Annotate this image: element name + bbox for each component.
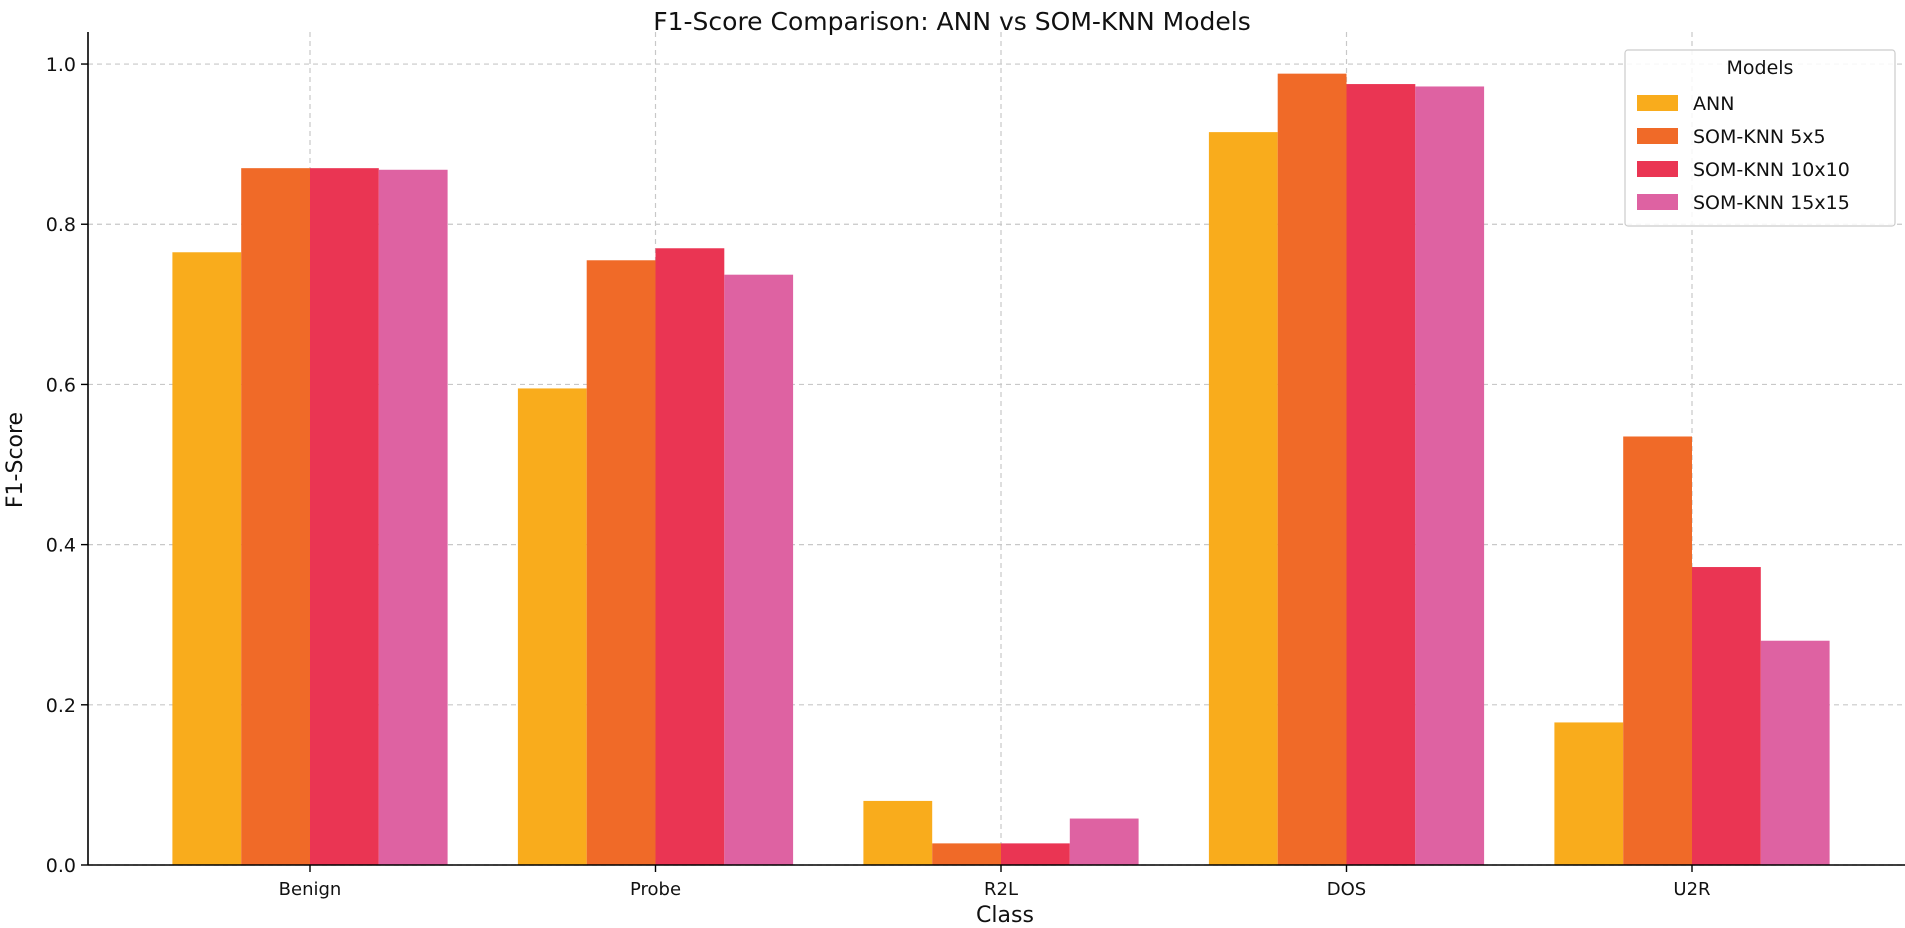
y-tick-label: 0.8 [46, 214, 76, 236]
x-tick-label-probe: Probe [630, 879, 681, 900]
bar-ann-dos [1208, 132, 1278, 866]
chart-title: F1-Score Comparison: ANN vs SOM-KNN Mode… [653, 7, 1251, 36]
x-tick-label-u2r: U2R [1673, 879, 1710, 900]
y-tick-label: 0.4 [46, 535, 76, 557]
legend-frame [1624, 49, 1896, 227]
legend-label: SOM-KNN 5x5 [1693, 126, 1826, 148]
bar-series [172, 73, 1830, 866]
legend: Models ANN SOM-KNN 5x5 SOM-KNN 10x10 SOM-KNN… [1624, 49, 1896, 227]
legend-swatch [1637, 95, 1678, 111]
bar-som-knn-10x10-probe [655, 248, 725, 865]
bar-som-knn-5x5-dos [1277, 73, 1347, 865]
bar-som-knn-5x5-u2r [1623, 436, 1692, 865]
legend-label: ANN [1693, 93, 1734, 115]
bar-som-knn-15x15-r2l [1069, 818, 1139, 865]
bar-som-knn-10x10-r2l [1001, 843, 1070, 865]
legend-title: Models [1727, 57, 1794, 79]
x-tick-label-dos: DOS [1327, 879, 1366, 900]
legend-swatch [1637, 161, 1678, 177]
bar-som-knn-15x15-benign [378, 169, 448, 865]
axes [87, 32, 1905, 866]
bar-som-knn-10x10-dos [1346, 84, 1416, 865]
bar-som-knn-15x15-dos [1415, 86, 1485, 865]
bar-ann-r2l [863, 800, 933, 865]
bar-som-knn-15x15-u2r [1760, 640, 1830, 865]
x-tick-label-benign: Benign [279, 879, 342, 900]
bar-som-knn-15x15-probe [724, 274, 794, 865]
y-tick-label: 1.0 [46, 54, 76, 76]
legend-swatch [1637, 128, 1678, 144]
legend-label: SOM-KNN 15x15 [1693, 192, 1850, 214]
x-ticks: Benign Probe R2L DOS U2R [279, 865, 1711, 900]
bar-som-knn-10x10-benign [310, 168, 379, 866]
x-axis-label: Class [976, 903, 1034, 928]
bar-som-knn-10x10-u2r [1692, 567, 1761, 865]
y-tick-label: 0.0 [46, 855, 76, 877]
bar-ann-u2r [1554, 722, 1624, 865]
bar-som-knn-5x5-probe [586, 260, 656, 865]
legend-swatch [1637, 194, 1678, 210]
legend-label: SOM-KNN 10x10 [1693, 159, 1850, 181]
bar-som-knn-5x5-benign [241, 168, 310, 866]
y-ticks: 0.0 0.2 0.4 0.6 0.8 1.0 [46, 54, 88, 877]
bar-som-knn-5x5-r2l [932, 843, 1001, 865]
bar-ann-benign [172, 252, 242, 866]
y-tick-label: 0.6 [46, 374, 76, 396]
y-tick-label: 0.2 [46, 695, 76, 717]
bar-ann-probe [517, 388, 587, 865]
y-axis-label: F1-Score [3, 412, 28, 508]
x-tick-label-r2l: R2L [984, 879, 1018, 900]
